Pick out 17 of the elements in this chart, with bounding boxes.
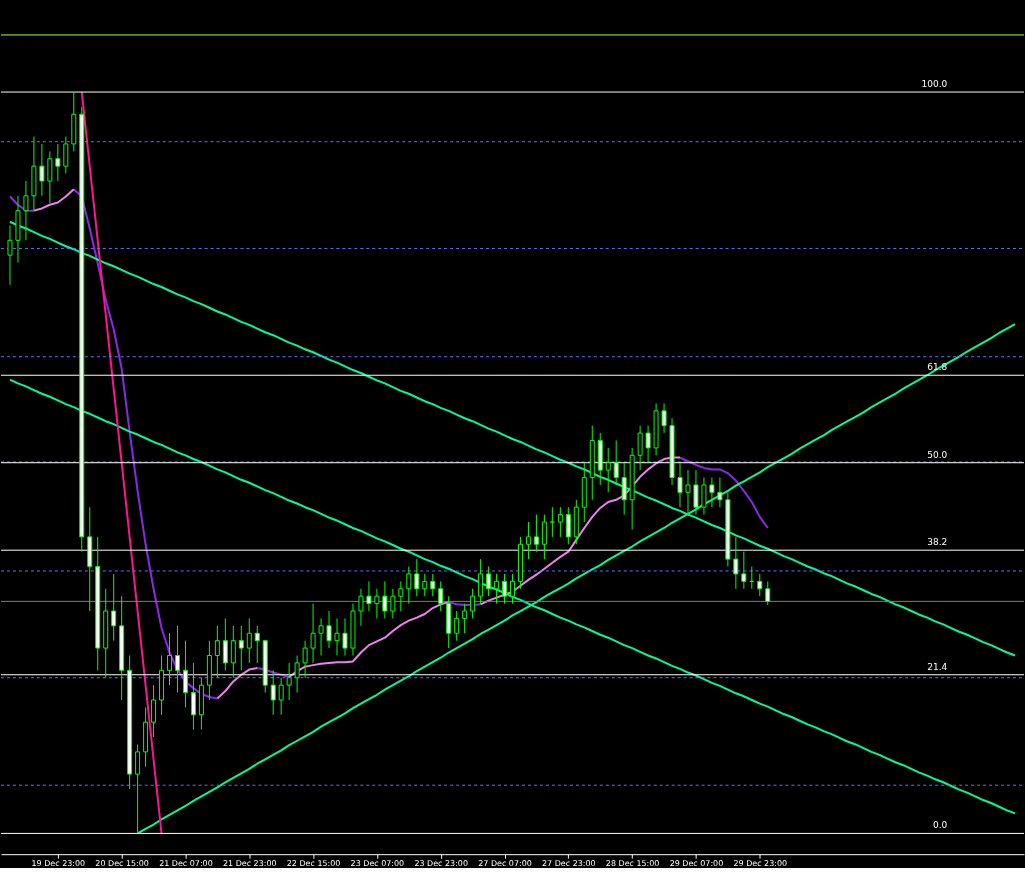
x-tick-label: 20 Dec 15:00 xyxy=(95,858,149,868)
x-tick-label: 27 Dec 07:00 xyxy=(478,858,532,868)
x-tick-label: 19 Dec 23:00 xyxy=(31,858,86,868)
ref-line-label: 100.0 xyxy=(921,79,948,90)
x-tick-label: 27 Dec 23:00 xyxy=(542,858,596,868)
ref-line-label: 0.0 xyxy=(933,820,948,831)
x-tick-label: 29 Dec 23:00 xyxy=(733,858,788,868)
x-tick-label: 28 Dec 15:00 xyxy=(605,858,660,868)
ref-line-label: 21.4 xyxy=(927,661,948,672)
x-tick-label: 29 Dec 07:00 xyxy=(669,858,724,868)
ref-line-label: 38.2 xyxy=(927,537,948,548)
x-tick-label: 23 Dec 07:00 xyxy=(350,858,405,868)
x-tick-label: 21 Dec 23:00 xyxy=(222,858,277,868)
x-tick-label: 23 Dec 23:00 xyxy=(414,858,469,868)
x-tick-label: 22 Dec 15:00 xyxy=(286,858,341,868)
x-tick-label: 21 Dec 07:00 xyxy=(159,858,213,868)
ref-line-label: 50.0 xyxy=(927,449,948,460)
